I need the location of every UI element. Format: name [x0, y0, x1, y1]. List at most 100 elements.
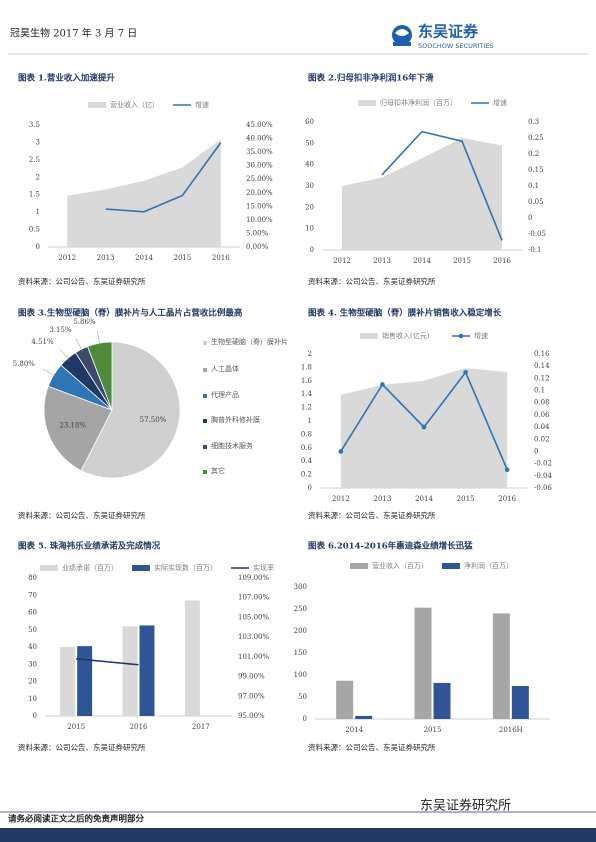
legend-swatch	[203, 394, 207, 398]
chart-title: 图表 4. 生物型硬脑（脊）膜补片销售收入稳定增长	[308, 308, 502, 319]
bar	[122, 626, 138, 716]
legend-label: 增速	[493, 98, 507, 107]
bar	[433, 682, 451, 719]
x-tick-label: 2015	[173, 254, 191, 262]
legend-label: 营业收入（百万）	[372, 561, 428, 570]
legend-label: 代理产品	[211, 391, 239, 399]
source-note: 资料来源：公司公告、东吴证券研究所	[18, 276, 146, 286]
data-label: 57.50%	[140, 416, 167, 424]
x-tick-label: 2016	[498, 495, 516, 503]
y-tick-label: 2	[36, 173, 40, 181]
footer-institute: 东吴证券研究所	[420, 798, 511, 814]
y-tick-label: 10	[305, 225, 314, 233]
leader-line	[43, 368, 57, 378]
leader-line	[97, 331, 101, 347]
legend-label: 实现率	[253, 563, 274, 572]
legend-swatch	[203, 341, 207, 345]
legend-swatch	[88, 102, 106, 108]
y-tick-label: 0.2	[301, 471, 312, 479]
y-tick-label: 1	[36, 208, 40, 216]
y2-tick-label: 0.14	[534, 362, 550, 370]
y-tick-label: 0.5	[29, 226, 40, 234]
source-note: 资料来源：公司公告、东吴证券研究所	[18, 742, 146, 752]
chart-title: 图表 1.营业收入加速提升	[18, 73, 115, 84]
y2-tick-label: 30.00%	[246, 162, 273, 170]
legend-label: 胸普外科修补膜	[211, 416, 260, 424]
bar	[139, 625, 155, 716]
y2-tick-label: 107.00%	[238, 594, 269, 602]
legend-swatch	[350, 563, 368, 569]
y2-tick-label: -0.02	[534, 460, 552, 468]
line	[381, 130, 503, 241]
y-tick-label: 3.5	[29, 121, 40, 129]
y2-tick-label: 0.12	[534, 374, 550, 382]
bar	[492, 613, 510, 719]
y2-tick-label: 109.00%	[238, 574, 269, 582]
line	[105, 142, 222, 213]
y2-tick-label: 0.08	[534, 399, 550, 407]
y2-tick-label: 103.00%	[238, 633, 269, 641]
y-tick-label: 20	[28, 678, 37, 686]
data-label: 5.80%	[13, 360, 36, 368]
y2-tick-label: 20.00%	[246, 189, 273, 197]
legend-swatch	[40, 565, 58, 571]
y-tick-label: 60	[28, 609, 37, 617]
y2-tick-label: 0	[528, 214, 532, 222]
y-tick-label: 0.8	[301, 430, 312, 438]
x-tick-label: 2014	[415, 495, 433, 503]
footer-band	[0, 828, 596, 842]
y2-tick-label: 40.00%	[246, 135, 273, 143]
y2-tick-label: 101.00%	[238, 653, 269, 661]
legend-swatch	[358, 100, 376, 106]
y2-tick-label: -0.1	[528, 246, 542, 254]
x-tick-label: 2012	[333, 257, 351, 265]
x-tick-label: 2013	[373, 257, 391, 265]
y-tick-label: 30	[305, 182, 314, 190]
y2-tick-label: 0.15	[528, 166, 544, 174]
x-tick-label: 2016	[212, 254, 230, 262]
legend-label: 实际实现数（百万）	[154, 563, 217, 572]
line-marker	[463, 369, 468, 375]
data-label: 23.18%	[59, 421, 86, 429]
y-tick-label: 50	[298, 693, 307, 701]
bar	[184, 600, 200, 716]
y2-tick-label: -0.06	[534, 484, 552, 492]
logo-text: 东吴证券	[418, 23, 479, 41]
legend-swatch	[132, 565, 150, 571]
y-tick-label: 20	[305, 203, 314, 211]
footer-disclaimer: 请务必阅读正文之后的免责声明部分	[8, 814, 145, 825]
data-label: 3.15%	[49, 326, 72, 334]
x-tick-label: 2012	[332, 495, 350, 503]
y2-tick-label: 0.1	[528, 182, 539, 190]
y-tick-label: 40	[305, 161, 314, 169]
y2-tick-label: -0.05	[528, 230, 546, 238]
line-marker	[380, 382, 385, 387]
data-label: 5.86%	[73, 318, 96, 326]
x-tick-label: 2014	[345, 726, 363, 734]
y2-tick-label: 0.05	[528, 198, 544, 206]
data-label: 4.51%	[31, 338, 54, 346]
logo-subtext: SOOCHOW SECURITIES	[418, 42, 493, 50]
y2-tick-label: 0.02	[534, 435, 550, 443]
y-tick-label: 30	[28, 660, 37, 668]
bar	[77, 646, 93, 716]
leader-line	[59, 348, 71, 362]
y2-tick-label: 15.00%	[246, 202, 273, 210]
bar	[414, 607, 432, 719]
y2-tick-label: 0.25	[528, 134, 544, 142]
legend-swatch	[203, 419, 207, 423]
y2-tick-label: 10.00%	[246, 216, 273, 224]
x-tick-label: 2015	[424, 726, 442, 734]
y-tick-label: 1.6	[301, 377, 313, 385]
line-marker	[338, 449, 344, 454]
y2-tick-label: -0.04	[534, 472, 552, 480]
x-tick-label: 2017	[192, 723, 210, 731]
y2-tick-label: 0.00%	[246, 243, 269, 251]
y-tick-label: 1.4	[301, 390, 313, 398]
x-tick-label: 2015	[453, 257, 471, 265]
y-tick-label: 0.4	[301, 457, 313, 465]
y-tick-label: 1.5	[29, 191, 40, 199]
y-tick-label: 40	[28, 643, 37, 651]
legend-label: 人工晶体	[211, 365, 239, 373]
bar	[511, 686, 529, 719]
